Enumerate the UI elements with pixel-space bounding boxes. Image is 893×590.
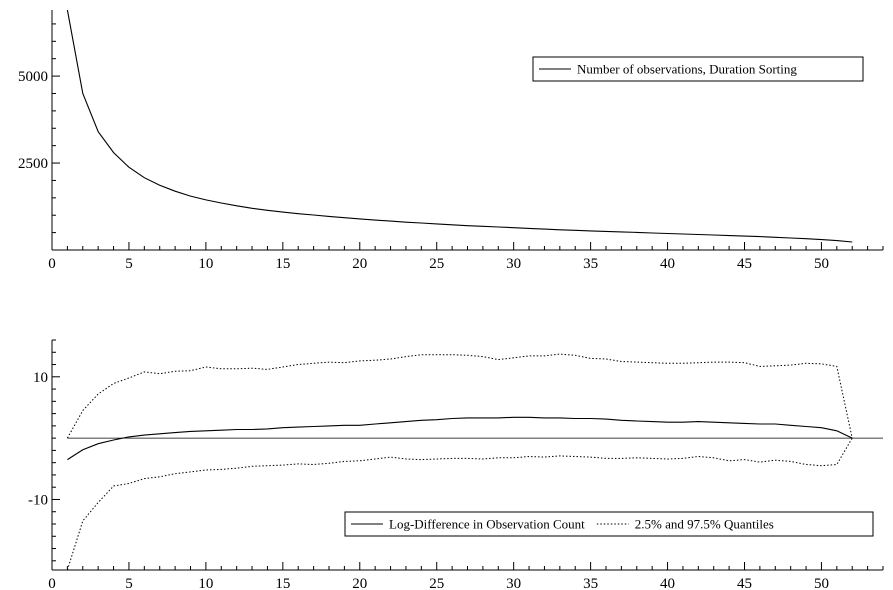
x-tick-label: 40 [660, 576, 675, 590]
x-tick-label: 50 [814, 256, 829, 272]
x-tick-label: 25 [429, 256, 444, 272]
series-line-2-5-and-97-5-quantiles [66, 353, 853, 439]
x-tick-label: 35 [583, 256, 598, 272]
y-tick-label: 10 [33, 370, 48, 386]
x-tick-label: 0 [48, 576, 56, 590]
x-tick-label: 5 [125, 256, 133, 272]
series-line-lower-quantile [66, 437, 853, 571]
x-tick-label: 30 [506, 576, 521, 590]
y-tick-label: 5000 [18, 69, 48, 85]
series-line-log-difference-in-observation-count [67, 416, 853, 461]
legend: Number of observations, Duration Sorting [532, 56, 864, 82]
legend: Log-Difference in Observation Count 2.5% … [344, 511, 874, 537]
x-tick-label: 20 [352, 576, 367, 590]
x-tick-label: 10 [198, 256, 213, 272]
x-tick-label: 15 [275, 256, 290, 272]
x-tick-label: 40 [660, 256, 675, 272]
x-tick-label: 10 [198, 576, 213, 590]
x-tick-label: 15 [275, 576, 290, 590]
legend-box [532, 56, 864, 82]
x-tick-label: 45 [737, 576, 752, 590]
x-tick-label: 35 [583, 576, 598, 590]
legend-label: 2.5% and 97.5% Quantiles [635, 517, 774, 532]
y-tick-label: -10 [28, 492, 48, 508]
x-tick-label: 30 [506, 256, 521, 272]
series-line-number-of-observations-duration-sorting [66, 9, 853, 243]
top-chart-panel: 0 5 10 15 20 25 30 35 40 45 50 2500 5000 Number of ob… [18, 9, 884, 272]
y-tick-label: 2500 [18, 156, 48, 172]
x-tick-label: 45 [737, 256, 752, 272]
x-tick-label: 20 [352, 256, 367, 272]
x-tick-label: 50 [814, 576, 829, 590]
x-tick-label: 25 [429, 576, 444, 590]
bottom-chart-panel: 0 5 10 15 20 25 30 35 40 45 50 -10 10 Log-Difference … [28, 339, 884, 590]
x-tick-label: 5 [125, 576, 133, 590]
legend-box [344, 511, 874, 537]
legend-label: Number of observations, Duration Sorting [577, 62, 797, 77]
x-tick-label: 0 [48, 256, 56, 272]
legend-label: Log-Difference in Observation Count [389, 517, 585, 532]
